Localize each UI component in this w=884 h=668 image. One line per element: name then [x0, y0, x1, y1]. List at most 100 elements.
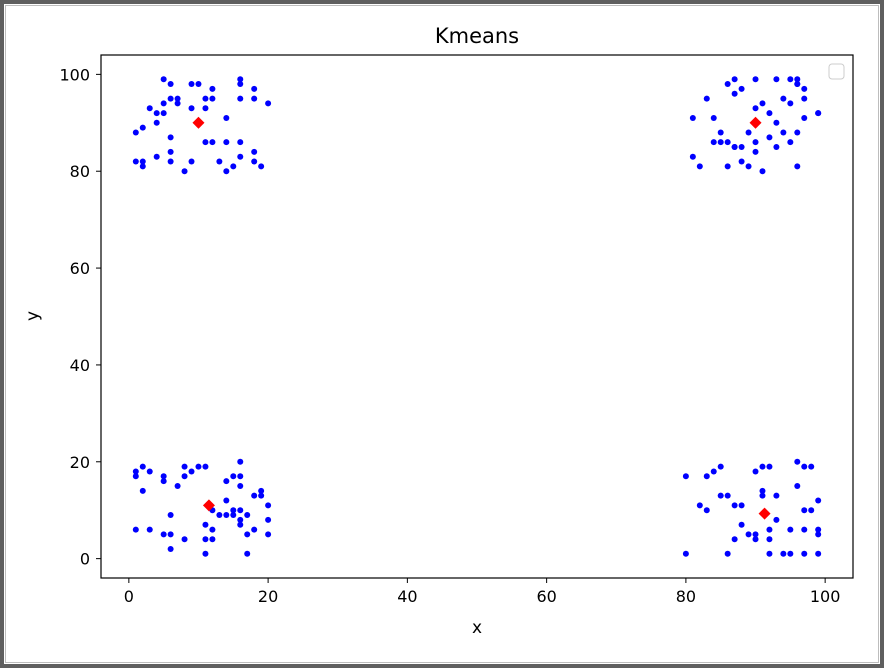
data-point	[195, 81, 202, 88]
data-point	[759, 463, 766, 470]
data-point	[209, 85, 216, 92]
data-point	[139, 487, 146, 494]
data-point	[181, 536, 188, 543]
data-point	[258, 163, 265, 170]
data-point	[216, 158, 223, 165]
data-point	[710, 468, 717, 475]
data-point	[773, 144, 780, 151]
data-point	[787, 76, 794, 83]
data-point	[139, 158, 146, 165]
window-inner-border	[5, 5, 879, 663]
data-point	[244, 531, 251, 538]
data-point	[710, 139, 717, 146]
data-point	[251, 95, 258, 102]
data-point	[808, 463, 815, 470]
data-point	[689, 153, 696, 160]
data-point	[223, 497, 230, 504]
centroid-marker	[758, 507, 771, 520]
data-point	[752, 468, 759, 475]
data-point	[766, 526, 773, 533]
data-points-layer	[132, 76, 822, 557]
data-point	[815, 526, 822, 533]
data-point	[794, 163, 801, 170]
data-point	[202, 536, 209, 543]
data-point	[724, 163, 731, 170]
data-point	[780, 129, 787, 136]
centroid-marker	[202, 499, 215, 512]
data-point	[724, 550, 731, 557]
data-point	[258, 487, 265, 494]
data-point	[202, 550, 209, 557]
data-point	[167, 81, 174, 88]
data-point	[139, 463, 146, 470]
data-point	[752, 139, 759, 146]
data-point	[808, 507, 815, 514]
data-point	[787, 526, 794, 533]
data-point	[223, 512, 230, 519]
data-point	[237, 521, 244, 528]
data-point	[717, 129, 724, 136]
data-point	[766, 536, 773, 543]
data-point	[724, 139, 731, 146]
data-point	[230, 512, 237, 519]
data-point	[801, 114, 808, 121]
data-point	[132, 526, 139, 533]
data-point	[766, 110, 773, 117]
data-point	[717, 139, 724, 146]
x-axis-label: x	[472, 618, 482, 638]
data-point	[223, 139, 230, 146]
data-point	[794, 129, 801, 136]
data-point	[223, 478, 230, 485]
x-tick-label: 40	[397, 587, 417, 606]
data-point	[132, 158, 139, 165]
data-point	[237, 153, 244, 160]
data-point	[745, 129, 752, 136]
data-point	[160, 531, 167, 538]
data-point	[237, 516, 244, 523]
data-point	[202, 521, 209, 528]
data-point	[167, 95, 174, 102]
data-point	[237, 139, 244, 146]
data-point	[265, 100, 272, 107]
data-point	[209, 95, 216, 102]
data-point	[230, 473, 237, 480]
data-point	[195, 463, 202, 470]
data-point	[237, 473, 244, 480]
data-point	[153, 153, 160, 160]
data-point	[174, 95, 181, 102]
data-point	[188, 81, 195, 88]
x-tick-label: 80	[676, 587, 696, 606]
data-point	[132, 129, 139, 136]
data-point	[745, 163, 752, 170]
data-point	[731, 502, 738, 509]
data-point	[160, 478, 167, 485]
data-point	[801, 550, 808, 557]
plot-area	[100, 54, 854, 579]
data-point	[181, 473, 188, 480]
data-point	[801, 507, 808, 514]
data-point	[815, 497, 822, 504]
data-point	[146, 468, 153, 475]
data-point	[738, 521, 745, 528]
data-point	[188, 105, 195, 112]
data-point	[265, 531, 272, 538]
data-point	[167, 512, 174, 519]
data-point	[752, 76, 759, 83]
data-point	[731, 144, 738, 151]
data-point	[773, 119, 780, 126]
data-point	[160, 76, 167, 83]
data-point	[794, 482, 801, 489]
data-point	[815, 550, 822, 557]
data-point	[703, 95, 710, 102]
data-point	[801, 95, 808, 102]
data-point	[766, 550, 773, 557]
x-tick-label: 0	[124, 587, 134, 606]
data-point	[181, 463, 188, 470]
data-point	[766, 463, 773, 470]
data-point	[794, 81, 801, 88]
data-point	[181, 168, 188, 175]
data-point	[160, 110, 167, 117]
legend-box	[828, 63, 845, 80]
data-point	[717, 492, 724, 499]
data-point	[724, 492, 731, 499]
